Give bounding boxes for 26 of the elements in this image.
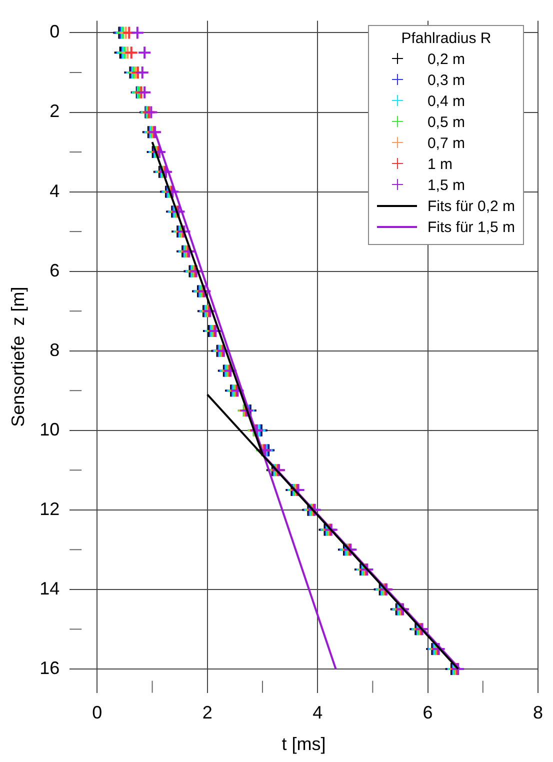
y-tick-label: 10 bbox=[40, 419, 60, 440]
y-axis-title: Sensortiefe z [m] bbox=[8, 286, 28, 427]
y-tick-label: 14 bbox=[40, 578, 60, 598]
x-tick-label: 2 bbox=[202, 702, 212, 723]
legend-label: 0,2 m bbox=[427, 50, 465, 68]
legend-label: 0,7 m bbox=[427, 134, 465, 152]
y-tick-label: 6 bbox=[50, 260, 60, 280]
y-tick-label: 0 bbox=[50, 22, 60, 42]
legend-label: 1,5 m bbox=[427, 176, 465, 194]
x-tick-label: 8 bbox=[532, 702, 543, 723]
x-axis-title: t [ms] bbox=[282, 734, 326, 754]
legend-label: 0,3 m bbox=[427, 72, 465, 89]
y-tick-label: 8 bbox=[50, 340, 60, 360]
legend-label: 0,5 m bbox=[427, 114, 465, 131]
legend-label: Fits für 0,2 m bbox=[427, 198, 515, 215]
x-tick-label: 0 bbox=[92, 702, 102, 723]
y-tick-label: 16 bbox=[40, 658, 60, 678]
x-tick-label: 6 bbox=[422, 702, 433, 723]
legend-label: Fits für 1,5 m bbox=[427, 218, 515, 236]
x-tick-label: 4 bbox=[312, 702, 323, 723]
y-tick-label: 12 bbox=[40, 498, 60, 519]
legend-title: Pfahlradius R bbox=[400, 30, 492, 47]
y-tick-label: 4 bbox=[50, 180, 60, 201]
legend-label: 1 m bbox=[427, 156, 452, 173]
legend-label: 0,4 m bbox=[427, 92, 465, 110]
y-tick-label: 2 bbox=[50, 101, 60, 122]
